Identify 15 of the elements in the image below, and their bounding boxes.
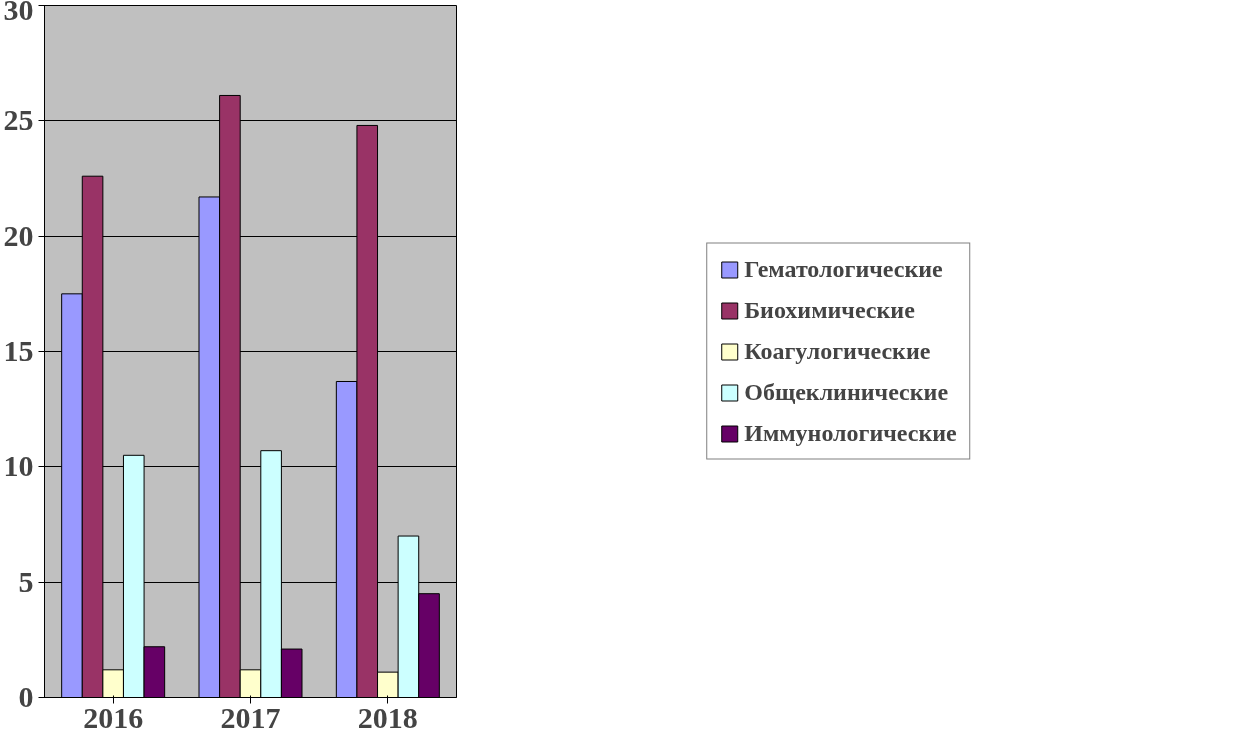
legend-label: Общеклинические xyxy=(744,378,949,406)
y-tick-label: 20 xyxy=(3,218,34,252)
y-tick-label: 30 xyxy=(3,0,34,26)
legend-label: Гематологические xyxy=(744,255,943,283)
y-tick-label: 25 xyxy=(3,103,34,137)
x-tick-label: 2018 xyxy=(357,700,418,734)
y-tick-label: 0 xyxy=(18,680,34,713)
y-tick-label: 5 xyxy=(18,564,34,598)
legend-label: Биохимические xyxy=(744,296,915,324)
legend-label: Иммунологические xyxy=(744,419,957,447)
y-tick-label: 10 xyxy=(3,449,34,483)
x-tick-label: 2017 xyxy=(220,700,281,734)
legend-label: Коагулогические xyxy=(744,337,931,365)
x-tick-label: 2016 xyxy=(83,700,144,734)
y-tick-label: 15 xyxy=(3,334,34,367)
